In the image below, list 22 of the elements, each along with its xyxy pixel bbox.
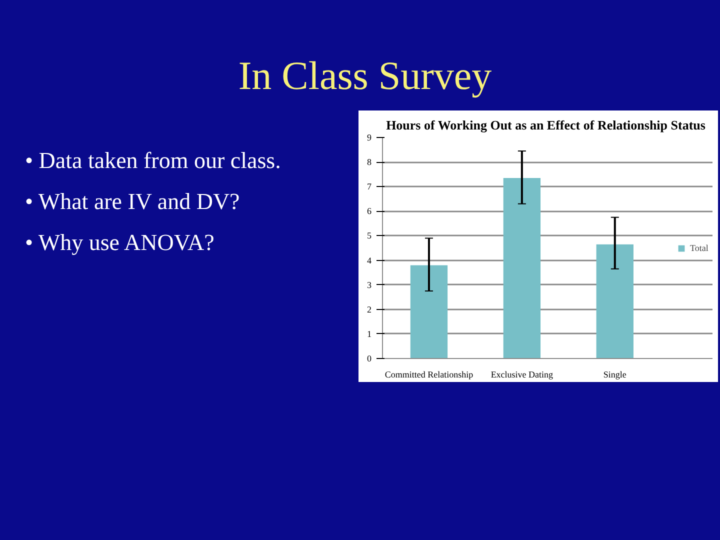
text: • Why use ANOVA? bbox=[25, 228, 216, 257]
y-tick-label: 7 bbox=[367, 182, 372, 192]
y-tick-label: 6 bbox=[367, 206, 372, 216]
text: • Data taken from our class. bbox=[25, 147, 281, 175]
y-tick-label: 4 bbox=[367, 255, 372, 266]
x-tick-label: Single bbox=[603, 370, 626, 380]
y-tick-label: 9 bbox=[367, 132, 372, 142]
x-tick-label: Committed Relationship bbox=[384, 370, 474, 380]
chart-title: Hours of Working Out as an Effect of Relationship Status bbox=[386, 118, 706, 132]
x-tick-label: Exclusive Dating bbox=[490, 370, 554, 380]
y-tick-label: 1 bbox=[367, 328, 372, 339]
bar bbox=[410, 265, 448, 358]
y-tick-label: 3 bbox=[367, 280, 372, 290]
text: • What are IV and DV? bbox=[25, 188, 241, 216]
y-tick-label: 0 bbox=[367, 354, 372, 364]
legend-label: Total bbox=[690, 242, 710, 252]
y-tick-label: 8 bbox=[367, 157, 372, 168]
y-tick-label: 5 bbox=[367, 230, 372, 241]
bar bbox=[503, 178, 541, 358]
text: In Class Survey bbox=[238, 52, 492, 100]
y-tick-label: 2 bbox=[367, 304, 372, 314]
bar bbox=[596, 244, 634, 358]
